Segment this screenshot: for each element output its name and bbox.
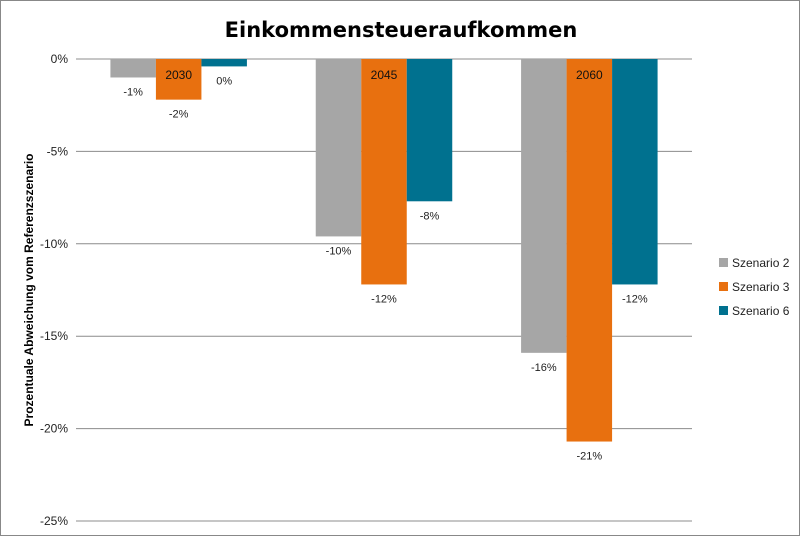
chart-title: Einkommensteueraufkommen [225,18,578,42]
data-label: -1% [123,86,143,98]
legend-swatch [719,282,728,291]
bar [155,59,202,100]
y-tick-label: -15% [40,329,68,343]
category-label: 2045 [371,68,398,82]
legend-swatch [719,306,728,315]
legend-swatch [719,258,728,267]
legend: Szenario 2 Szenario 3 Szenario 6 [719,256,790,318]
data-label: 0% [216,75,232,87]
data-label: -12% [371,293,397,305]
bar [521,59,567,353]
bar [110,59,156,78]
data-label: -2% [169,109,189,121]
y-axis-label: Prozentuale Abweichung vom Referenzszena… [22,154,36,427]
data-labels: -1% -2% 0% 2030 -10% -12% -8% 2045 -16% -21% -12% 2… [123,68,648,463]
bars [110,59,658,442]
legend-entry: Szenario 6 [732,304,790,318]
category-label: 2030 [165,68,192,82]
bar [201,59,247,67]
category-label: 2060 [576,68,603,82]
bar [315,59,362,237]
y-tick-label: -10% [40,237,68,251]
y-tick-label: -20% [40,422,68,436]
data-label: -10% [326,245,352,257]
bar [406,59,453,202]
data-label: -8% [420,210,440,222]
gridlines: 0% -5% -10% -15% -20% -25% [40,52,692,528]
bar [361,59,407,285]
bar [612,59,658,285]
bar [566,59,613,442]
data-label: -12% [622,293,648,305]
legend-entry: Szenario 3 [732,280,790,294]
y-tick-label: -25% [40,514,68,528]
data-label: -16% [531,362,557,374]
y-tick-label: 0% [51,52,69,66]
legend-entry: Szenario 2 [732,256,790,270]
y-tick-label: -5% [47,144,69,158]
data-label: -21% [576,451,602,463]
